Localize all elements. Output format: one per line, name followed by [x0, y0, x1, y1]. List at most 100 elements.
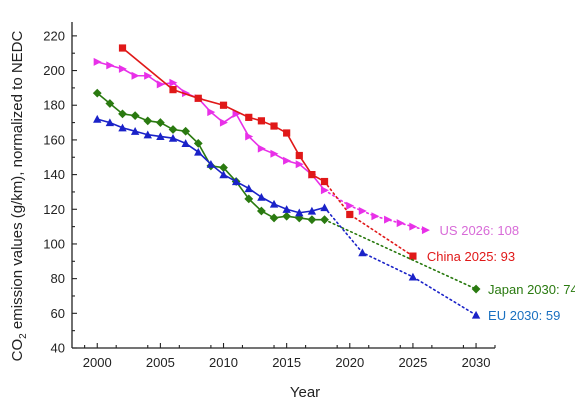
- x-tick-label: 2015: [272, 355, 301, 370]
- y-tick-label: 160: [43, 132, 65, 147]
- y-tick-label: 80: [51, 271, 65, 286]
- data-point-us: [93, 57, 102, 66]
- data-point-japan: [105, 99, 115, 108]
- data-point-us: [131, 71, 140, 80]
- data-point-japan: [181, 126, 191, 136]
- x-tick-label: 2030: [462, 355, 491, 370]
- data-point-us: [295, 160, 304, 169]
- data-point-eu: [257, 192, 266, 201]
- data-point-china: [219, 101, 228, 109]
- projection-point-eu: [471, 310, 481, 319]
- data-point-eu: [118, 123, 127, 132]
- y-tick-label: 40: [51, 341, 65, 356]
- data-point-eu: [143, 130, 152, 139]
- data-point-eu: [231, 177, 241, 186]
- target-label-us: US 2026: 108: [440, 223, 520, 238]
- data-point-eu: [282, 205, 291, 213]
- projection-point-japan: [471, 284, 481, 294]
- data-point-eu: [219, 170, 228, 179]
- data-point-eu: [295, 208, 304, 217]
- data-point-japan: [269, 213, 279, 223]
- y-tick-label: 60: [51, 306, 65, 321]
- x-axis-title: Year: [290, 384, 320, 401]
- data-point-japan: [92, 88, 102, 98]
- y-tick-label: 220: [43, 28, 65, 43]
- data-point-eu: [206, 159, 216, 168]
- data-point-us: [118, 64, 127, 73]
- data-point-us: [219, 118, 228, 127]
- x-tick-label: 2025: [398, 355, 427, 370]
- projection-line-us: [323, 189, 427, 231]
- data-point-eu: [93, 114, 102, 123]
- data-point-eu: [156, 132, 165, 141]
- x-tick-label: 2020: [335, 355, 364, 370]
- data-point-us: [182, 89, 191, 98]
- y-axis-title-subscript: 2: [18, 333, 29, 339]
- data-point-china: [245, 113, 253, 121]
- target-label-china: China 2025: 93: [427, 249, 515, 264]
- y-tick-label: 180: [43, 98, 65, 113]
- projection-point-china: [346, 210, 354, 219]
- target-label-japan: Japan 2030: 74: [488, 282, 575, 297]
- projection-line-japan: [323, 218, 477, 290]
- y-tick-label: 200: [43, 63, 65, 78]
- series-layer: [92, 44, 481, 319]
- data-point-us: [156, 80, 165, 89]
- projection-point-eu: [358, 248, 367, 257]
- projection-line-china: [323, 180, 414, 257]
- data-point-china: [169, 86, 177, 94]
- data-point-us: [106, 61, 115, 70]
- data-point-japan: [282, 211, 292, 221]
- data-point-japan: [143, 116, 153, 126]
- data-point-china: [295, 151, 303, 160]
- target-labels: US 2026: 108 China 2025: 93 Japan 2030: 74…: [427, 223, 575, 323]
- projection-point-us: [384, 215, 393, 224]
- data-point-china: [257, 117, 266, 125]
- data-point-china: [194, 94, 202, 102]
- y-tick-label: 100: [43, 236, 65, 251]
- data-point-japan: [193, 138, 203, 148]
- data-point-japan: [118, 109, 127, 119]
- data-point-us: [144, 71, 153, 80]
- data-point-japan: [257, 206, 266, 216]
- projection-point-us: [421, 226, 430, 235]
- data-point-eu: [307, 206, 317, 215]
- data-point-us: [232, 109, 241, 118]
- data-point-us: [169, 78, 178, 87]
- data-point-eu: [181, 139, 190, 147]
- data-point-eu: [269, 199, 279, 208]
- data-point-eu: [194, 147, 203, 156]
- series-china: [118, 44, 417, 260]
- series-line-us: [97, 61, 326, 191]
- data-point-japan: [130, 111, 140, 121]
- y-axis-title: CO2 emission values (g/km), normalized t…: [9, 31, 29, 362]
- series-line-china: [121, 47, 325, 183]
- data-point-us: [257, 144, 266, 153]
- x-tick-label: 2005: [146, 355, 175, 370]
- projection-point-us: [409, 222, 418, 231]
- data-point-japan: [307, 215, 317, 225]
- data-point-china: [118, 44, 127, 52]
- projection-point-us: [358, 207, 367, 216]
- data-point-us: [270, 149, 279, 158]
- y-axis-title-co: CO: [9, 339, 26, 362]
- data-point-us: [207, 108, 216, 117]
- data-point-us: [245, 132, 254, 141]
- projection-point-eu: [408, 272, 418, 281]
- data-point-eu: [168, 133, 178, 142]
- data-point-us: [283, 156, 292, 165]
- y-tick-label: 140: [43, 167, 65, 182]
- series-eu: [93, 114, 481, 319]
- data-point-japan: [244, 194, 254, 204]
- data-point-eu: [244, 184, 253, 193]
- projection-point-us: [371, 212, 380, 221]
- data-point-china: [308, 170, 316, 179]
- target-label-eu: EU 2030: 59: [488, 308, 560, 323]
- y-tick-label: 120: [43, 202, 65, 217]
- data-point-china: [283, 129, 291, 137]
- data-point-eu: [130, 127, 140, 135]
- data-point-japan: [219, 163, 228, 173]
- axes: 2000 2005 2010 2015 2020 2025 2030 40 60 80 100 120…: [43, 22, 496, 370]
- data-point-japan: [155, 118, 165, 127]
